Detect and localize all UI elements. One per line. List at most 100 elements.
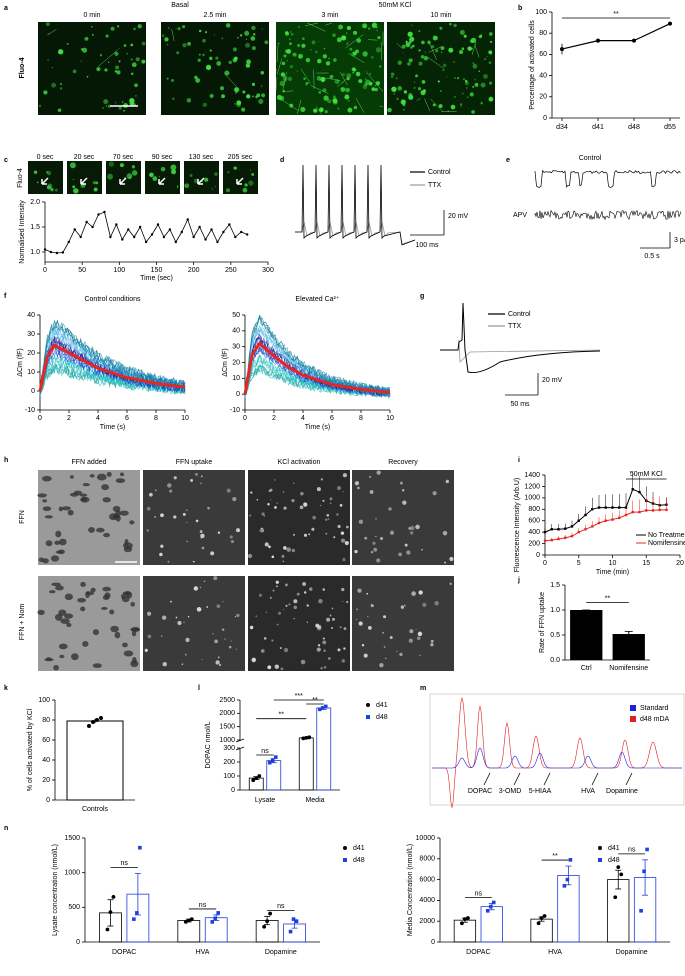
x-tick-label: 200 (188, 267, 200, 274)
x-tick-label: 2 (272, 415, 276, 422)
data-point (73, 228, 76, 231)
data-point (213, 916, 218, 921)
y-tick-label: 1.5 (30, 224, 40, 231)
data-point (192, 235, 195, 239)
data-point (267, 760, 272, 765)
cell (171, 79, 174, 82)
micrograph (143, 576, 245, 671)
cell (271, 555, 275, 559)
data-point (638, 490, 641, 494)
cell (338, 24, 344, 30)
cell (55, 550, 63, 554)
arrow (119, 177, 127, 185)
cell (220, 86, 224, 91)
cell (345, 525, 349, 529)
cell (247, 553, 253, 559)
cell (472, 62, 474, 64)
cell (324, 110, 328, 114)
cell (342, 473, 347, 478)
cell (133, 27, 136, 31)
panel-letter: a (4, 5, 8, 12)
data-point (618, 506, 621, 509)
y-tick-label: 0 (543, 115, 547, 122)
cell (337, 648, 341, 652)
cell (303, 502, 308, 507)
cell (454, 96, 456, 98)
cell (49, 590, 56, 594)
significance-label: ns (261, 748, 269, 755)
micrograph (28, 161, 63, 194)
y-tick-label: 0 (231, 787, 235, 794)
time-label: 20 sec (74, 154, 95, 161)
x-tick-label: 10 (609, 560, 617, 567)
legend-label: d48 (376, 714, 388, 721)
y-label: % of cells activated by KCl (27, 708, 34, 791)
data-point (108, 910, 113, 915)
cell (183, 621, 185, 623)
cell (418, 49, 421, 52)
cell (33, 170, 38, 174)
data-point (198, 225, 201, 229)
cell (343, 647, 346, 650)
cell (161, 615, 167, 620)
data-point (596, 38, 600, 43)
cell (228, 60, 232, 65)
cell (200, 533, 205, 539)
cell (123, 650, 134, 657)
cell (376, 26, 378, 29)
scale-label: 3 pA (674, 237, 685, 244)
cell (195, 519, 199, 523)
data-point (557, 537, 560, 541)
cell (129, 520, 135, 525)
cell (417, 636, 421, 640)
y-tick-label: 4000 (419, 897, 435, 904)
scale-label: 20 mV (542, 377, 563, 384)
cell (375, 518, 377, 520)
y-tick-label: 10 (27, 369, 35, 376)
cell (337, 524, 341, 529)
condition-label: FFN (19, 510, 26, 524)
y-label: DOPAC nmol/L (205, 721, 212, 768)
y-tick-label: 400 (528, 529, 540, 536)
significance-label: ns (277, 903, 285, 910)
cell (213, 576, 218, 581)
cell (322, 640, 327, 645)
bar (66, 720, 124, 801)
cell (313, 108, 318, 113)
cell (104, 592, 111, 599)
cell (450, 104, 456, 110)
cell (103, 532, 111, 538)
cell (336, 37, 342, 43)
cell (291, 548, 296, 553)
neurite (226, 75, 237, 88)
cell (256, 93, 261, 98)
cell (54, 540, 61, 545)
cell (107, 104, 111, 108)
cell (453, 61, 456, 63)
cell (320, 76, 326, 82)
data-point (613, 895, 618, 900)
legend-label: d41 (608, 845, 620, 852)
legend-marker (630, 705, 636, 711)
cell (409, 629, 414, 634)
y-tick-label: 0 (536, 552, 540, 559)
cell (358, 79, 363, 84)
cell (453, 23, 457, 28)
cell (123, 109, 125, 112)
cell (232, 47, 237, 52)
cell (252, 95, 254, 98)
cell (430, 643, 434, 647)
cell (187, 41, 191, 46)
cell (413, 81, 416, 84)
cell (108, 161, 115, 167)
cell (300, 106, 306, 113)
cell (59, 87, 63, 90)
cell (286, 547, 291, 552)
data-point (127, 228, 130, 231)
data-point (132, 917, 136, 921)
neurite (282, 71, 287, 90)
cell (272, 589, 275, 592)
cell (57, 108, 62, 112)
cell (173, 515, 177, 519)
cell (369, 72, 371, 75)
